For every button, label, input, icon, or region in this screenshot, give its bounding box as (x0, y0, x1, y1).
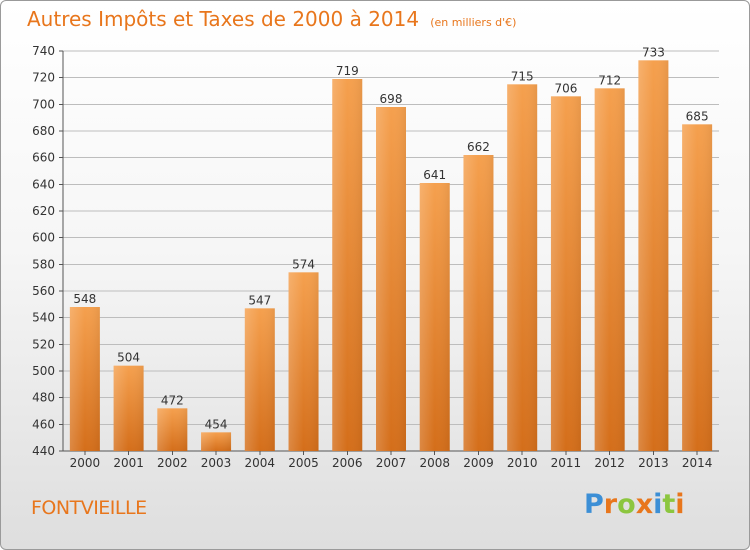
value-label-2001: 504 (117, 351, 140, 365)
x-tick-label: 2001 (113, 456, 144, 470)
logo-letter: t (662, 489, 676, 520)
y-tick-label: 700 (32, 97, 55, 111)
bar-shading-2014 (682, 124, 713, 451)
y-tick-label: 660 (32, 151, 55, 165)
chart-subtitle: (en milliers d'€) (430, 16, 517, 29)
proxiti-logo: Proxiti (584, 489, 685, 520)
y-tick-label: 500 (32, 364, 55, 378)
bar-shading-2006 (332, 79, 363, 451)
y-tick-label: 720 (32, 71, 55, 85)
logo-letter: r (603, 489, 618, 520)
bar-shading-2005 (288, 272, 319, 451)
x-tick-label: 2012 (594, 456, 625, 470)
y-tick-label: 520 (32, 337, 55, 351)
y-tick-label: 740 (32, 44, 55, 58)
y-tick-label: 540 (32, 311, 55, 325)
bar-shading-2009 (463, 155, 494, 451)
bar-shading-2000 (69, 307, 100, 451)
y-tick-label: 600 (32, 231, 55, 245)
value-label-2000: 548 (73, 292, 96, 306)
bars (69, 60, 713, 451)
y-tick-label: 560 (32, 284, 55, 298)
x-tick-label: 2000 (70, 456, 101, 470)
bar-shading-2012 (594, 88, 625, 451)
title-block: Autres Impôts et Taxes de 2000 à 2014 (e… (27, 7, 516, 31)
axes: 440 460 480 500 520 540 560 580 600 620 640 660 680 7… (32, 44, 719, 470)
bar-shading-2001 (113, 365, 144, 451)
value-label-2006: 719 (336, 64, 359, 78)
y-tick-label: 640 (32, 177, 55, 191)
logo-letter: o (617, 489, 636, 520)
value-label-2003: 454 (205, 417, 228, 431)
logo-letter: i (675, 489, 685, 520)
bar-shading-2007 (376, 107, 406, 451)
x-tick-label: 2008 (419, 456, 450, 470)
value-label-2008: 641 (423, 168, 446, 182)
x-tick-label: 2013 (638, 456, 669, 470)
y-tick-label: 620 (32, 204, 55, 218)
x-tick-label: 2005 (288, 456, 319, 470)
commune-name: FONTVIEILLE (31, 497, 147, 519)
logo-letter: x (635, 489, 654, 520)
bar-shading-2002 (157, 408, 188, 451)
y-tick-label: 440 (32, 444, 55, 458)
x-tick-label: 2009 (463, 456, 494, 470)
value-label-2011: 706 (554, 81, 577, 95)
bar-shading-2003 (201, 432, 232, 451)
value-label-2004: 547 (248, 293, 271, 307)
x-tick-label: 2002 (157, 456, 188, 470)
x-tick-label: 2007 (376, 456, 407, 470)
value-label-2010: 715 (511, 69, 534, 83)
x-tick-label: 2004 (245, 456, 276, 470)
bar-shading-2008 (419, 183, 450, 451)
value-labels: 548 504 472 454 547 574 719 698 641 662 715 706 712 7… (73, 45, 708, 431)
chart-title: Autres Impôts et Taxes de 2000 à 2014 (27, 7, 420, 31)
bar-shading-2004 (244, 308, 275, 451)
y-tick-label: 680 (32, 124, 55, 138)
y-tick-label: 480 (32, 391, 55, 405)
bar-shading-2010 (507, 84, 538, 451)
logo-letter: P (584, 489, 604, 520)
x-tick-label: 2011 (551, 456, 582, 470)
value-label-2007: 698 (380, 92, 403, 106)
value-label-2005: 574 (292, 257, 315, 271)
y-tick-label: 580 (32, 257, 55, 271)
value-label-2014: 685 (686, 109, 709, 123)
value-label-2013: 733 (642, 45, 665, 59)
value-label-2002: 472 (161, 393, 184, 407)
value-label-2009: 662 (467, 140, 490, 154)
x-tick-label: 2006 (332, 456, 363, 470)
bar-shading-2011 (550, 96, 581, 451)
logo-letter: i (653, 489, 663, 520)
y-tick-label: 460 (32, 417, 55, 431)
x-tick-label: 2014 (682, 456, 713, 470)
x-tick-label: 2003 (201, 456, 232, 470)
x-tick-label: 2010 (507, 456, 538, 470)
value-label-2012: 712 (598, 73, 621, 87)
bar-shading-2013 (638, 60, 669, 451)
